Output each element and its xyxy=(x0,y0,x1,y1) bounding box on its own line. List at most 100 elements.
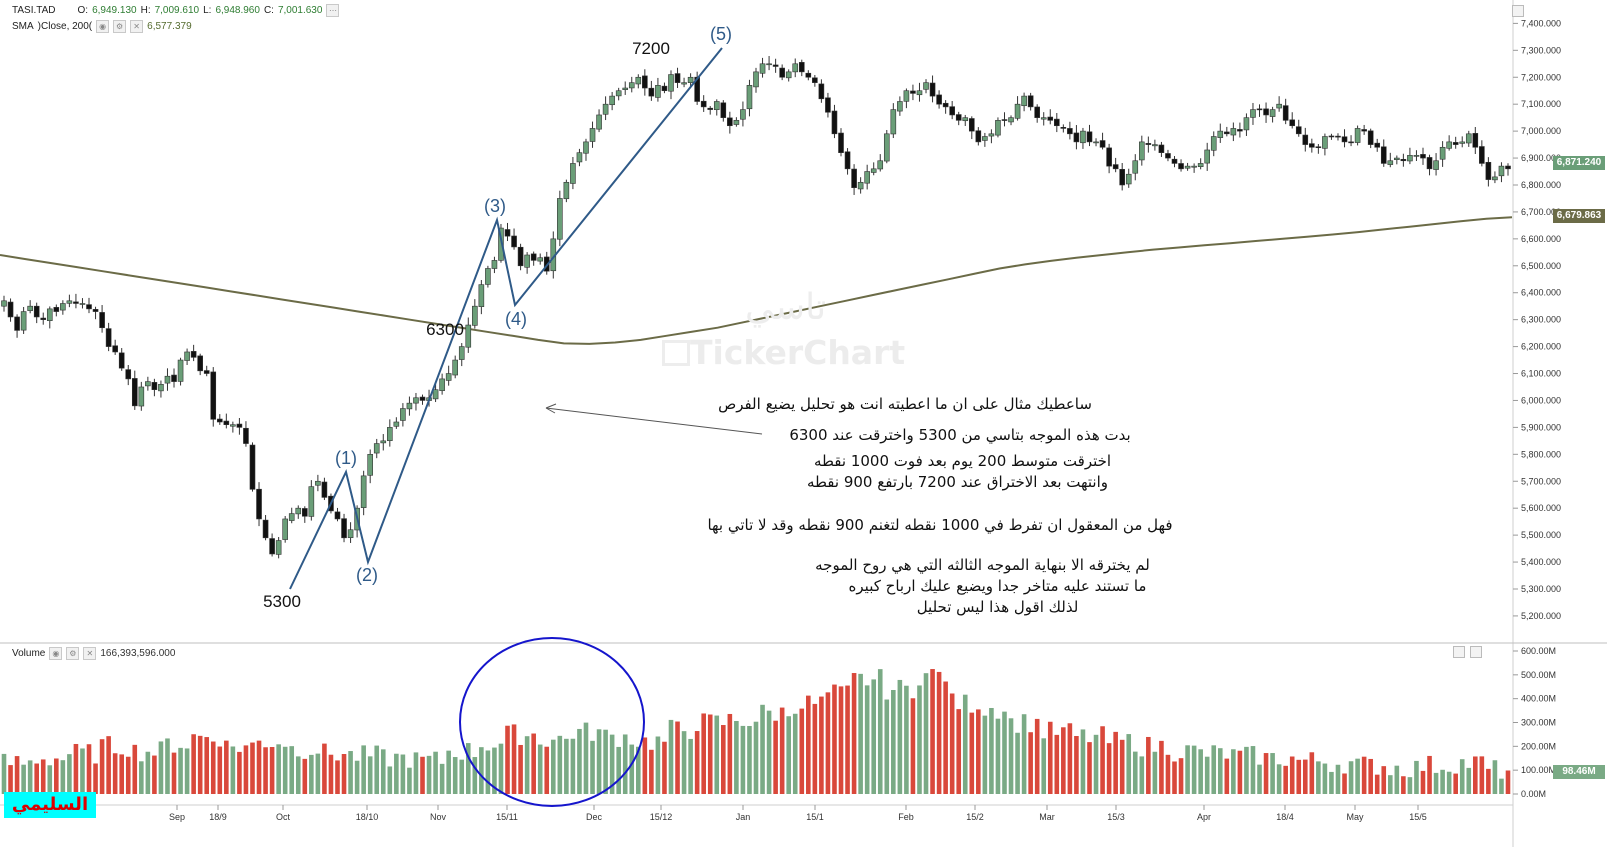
candle-body xyxy=(1439,146,1446,160)
price-tick-label: 7,400.000 xyxy=(1521,18,1561,28)
sma-close-icon[interactable]: ✕ xyxy=(130,20,144,33)
candle-body xyxy=(1165,153,1171,159)
candle-body xyxy=(870,168,877,173)
main-pane-restore-icon[interactable] xyxy=(1512,5,1524,17)
time-tick-label: 18/9 xyxy=(209,812,227,822)
candle-body xyxy=(465,324,472,348)
volume-bar xyxy=(1034,718,1040,794)
volume-bar xyxy=(459,759,465,794)
volume-bar xyxy=(603,729,608,794)
volume-bar xyxy=(132,744,138,794)
time-tick-label: Dec xyxy=(586,812,603,822)
sma-settings-icon[interactable]: ⚙ xyxy=(113,20,127,33)
candle-body xyxy=(635,76,642,85)
candle-body xyxy=(628,82,635,89)
candle-body xyxy=(1021,95,1027,107)
volume-bar xyxy=(1067,723,1073,794)
candle-body xyxy=(955,114,962,121)
volume-bar xyxy=(969,712,975,794)
candle-body xyxy=(445,373,452,381)
price-tick-label: 6,700.000 xyxy=(1521,207,1561,217)
volume-label: Volume xyxy=(12,648,46,659)
volume-bar xyxy=(701,713,706,794)
volume-settings-icon[interactable]: ⚙ xyxy=(66,647,80,660)
candle-body xyxy=(406,402,413,410)
candle-body xyxy=(687,76,694,83)
volume-bar xyxy=(1132,751,1138,794)
volume-bar xyxy=(1296,759,1302,794)
volume-bar xyxy=(721,725,726,794)
legend-expand-icon[interactable]: ⋯ xyxy=(326,4,340,17)
candle-body xyxy=(504,229,511,237)
pane-maximize-icon[interactable] xyxy=(1470,646,1482,658)
volume-bar xyxy=(1453,773,1458,794)
volume-bar xyxy=(864,685,870,794)
price-tick-label: 7,200.000 xyxy=(1521,72,1561,82)
candle-body xyxy=(197,355,203,372)
candle-body xyxy=(86,304,92,310)
price-tick-label: 7,000.000 xyxy=(1521,126,1561,136)
volume-bar xyxy=(1505,770,1511,794)
volume-bar xyxy=(812,703,818,794)
volume-bar xyxy=(112,753,118,794)
candle-body xyxy=(1341,136,1348,143)
volume-bar xyxy=(1322,763,1328,794)
volume-bar xyxy=(1211,745,1217,794)
candle-body xyxy=(60,303,66,311)
volume-highlight-circle xyxy=(459,637,645,807)
volume-bar xyxy=(400,754,406,794)
volume-bar xyxy=(583,722,589,794)
volume-bar xyxy=(1276,764,1282,794)
volume-visibility-icon[interactable]: ◉ xyxy=(49,647,63,660)
volume-bar xyxy=(786,716,791,794)
volume-bar xyxy=(1152,751,1158,794)
time-tick-label: 18/10 xyxy=(356,812,379,822)
volume-bar xyxy=(1335,764,1341,794)
candle-body xyxy=(1217,130,1224,138)
volume-bar xyxy=(54,758,59,794)
candle-body xyxy=(929,82,936,97)
time-axis-layer: Sep 18/9 Oct 18/10 Nov 15/11 Dec 15/12 Jan 15/1 Fe… xyxy=(169,805,1427,822)
candle-body xyxy=(439,378,445,391)
volume-bar xyxy=(171,752,177,794)
candle-body xyxy=(1191,165,1197,168)
annotation-line-8: لذلك اقول هذا ليس تحليل xyxy=(916,598,1079,616)
volume-bar xyxy=(14,756,20,794)
candle-body xyxy=(883,133,890,162)
volume-bar xyxy=(1316,761,1321,794)
candle-body xyxy=(1302,134,1309,145)
candle-body xyxy=(923,82,929,90)
candle-body xyxy=(642,75,648,89)
sma-legend: SMA )Close, 200( ◉ ⚙ ✕ 6,577.379 xyxy=(12,20,192,33)
candle-body xyxy=(1315,146,1322,149)
candle-body xyxy=(347,529,354,538)
sma-visibility-icon[interactable]: ◉ xyxy=(96,20,110,33)
candle-body xyxy=(1263,108,1269,116)
price-tick-label: 6,600.000 xyxy=(1521,234,1561,244)
candle-body xyxy=(1171,158,1178,164)
candle-body xyxy=(171,374,177,382)
volume-bar xyxy=(904,685,909,794)
price-tick-label: 7,100.000 xyxy=(1521,99,1561,109)
volume-bar xyxy=(518,744,523,794)
price-tick-label: 6,200.000 xyxy=(1521,342,1561,352)
volume-bar xyxy=(1237,750,1243,794)
volume-bar xyxy=(910,698,916,794)
time-tick-label: 15/1 xyxy=(806,812,824,822)
low-label: L: xyxy=(203,5,212,16)
pane-restore-icon[interactable] xyxy=(1453,646,1465,658)
volume-close-icon[interactable]: ✕ xyxy=(83,647,97,660)
candle-body xyxy=(14,316,20,331)
volume-bar xyxy=(1394,765,1400,794)
annotation-line-1: ساعطيك مثال على ان ما اعطيته انت هو تحلي… xyxy=(718,395,1092,413)
candle-body xyxy=(53,307,60,312)
candle-body xyxy=(282,518,288,540)
candle-body xyxy=(1152,144,1158,147)
volume-bar xyxy=(289,746,295,794)
candle-body xyxy=(1394,157,1400,160)
candle-body xyxy=(92,309,99,312)
candle-body xyxy=(936,94,942,105)
